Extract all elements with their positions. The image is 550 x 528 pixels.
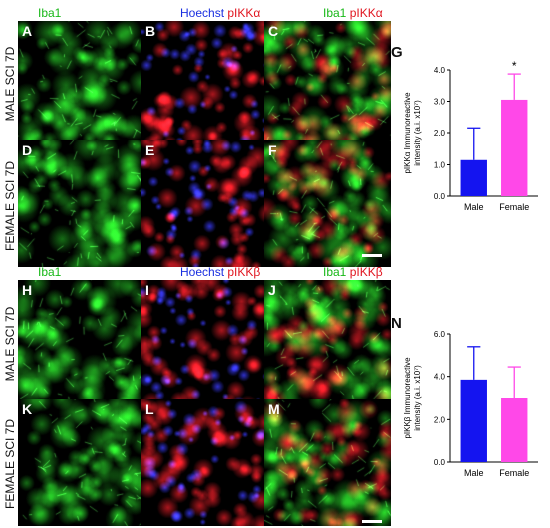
panel-label-m: M: [268, 401, 280, 417]
bar-male: [460, 159, 487, 196]
y-tick-label: 3.0: [434, 98, 446, 107]
panel-label-j: J: [268, 282, 276, 298]
micrograph-panel-e: E: [141, 140, 268, 267]
header-iba1-label: Iba1: [38, 6, 62, 20]
y-tick-label: 0.0: [434, 192, 446, 201]
y-tick-label: 2.0: [434, 415, 446, 424]
panel-label-c: C: [268, 23, 279, 39]
header-col3-bottom: Iba1 pIKKβ: [323, 265, 383, 279]
header-col2-top: Hoechst pIKKα: [180, 6, 260, 20]
bar-male: [460, 379, 487, 462]
panel-label-d: D: [22, 142, 33, 158]
y-axis-label: pIKKα Immunoreactiveintensity (a.i. x10⁷…: [403, 92, 422, 174]
panel-label-i: I: [145, 282, 149, 298]
panel-label-f: F: [268, 142, 277, 158]
chart-n: pIKKβ Immunoreactiveintensity (a.i. x10⁷…: [403, 330, 538, 478]
header-iba1-label: Iba1: [323, 265, 347, 279]
x-tick-label-male: Male: [464, 468, 484, 478]
chart-label-n: N: [391, 315, 402, 332]
header-iba1-label: Iba1: [323, 6, 347, 20]
header-iba1-label: Iba1: [38, 265, 62, 279]
header-col2-bottom: Hoechst pIKKβ: [180, 265, 260, 279]
micrograph-panel-l: L: [141, 399, 268, 526]
panel-label-a: A: [22, 23, 33, 39]
header-col1-bottom: Iba1: [38, 265, 61, 279]
scale-bar: [362, 254, 382, 257]
header-hoechst-label: Hoechst: [180, 265, 225, 279]
micrograph-panel-b: B: [141, 21, 268, 148]
x-tick-label-female: Female: [499, 468, 529, 478]
micrograph-panel-m: M: [264, 399, 391, 526]
micrograph-panel-a: A: [18, 21, 145, 148]
header-col3-top: Iba1 pIKKα: [323, 6, 383, 20]
micrograph-panel-c: C: [264, 21, 391, 148]
y-axis-label: pIKKβ Immunoreactiveintensity (a.i. x10⁷…: [403, 357, 422, 439]
header-marker-label: pIKKα: [349, 6, 383, 20]
bar-female: [501, 99, 528, 196]
bar-female: [501, 398, 528, 462]
header-marker-label: pIKKβ: [349, 265, 383, 279]
chart-g: pIKKα Immunoreactiveintensity (a.i. x10⁷…: [403, 59, 538, 212]
y-tick-label: 6.0: [434, 330, 446, 339]
panel-label-l: L: [145, 401, 154, 417]
y-tick-label: 2.0: [434, 129, 446, 138]
chart-label-g: G: [391, 44, 403, 61]
y-tick-label: 1.0: [434, 161, 446, 170]
significance-annotation: *: [512, 59, 517, 73]
panel-label-k: K: [22, 401, 33, 417]
header-marker-label: pIKKβ: [227, 265, 261, 279]
micrograph-panel-f: F: [264, 140, 391, 267]
micrograph-panel-j: J: [264, 280, 391, 407]
panel-label-e: E: [145, 142, 155, 158]
micrograph-panel-k: K: [18, 399, 145, 526]
scale-bar: [362, 520, 382, 523]
panel-label-b: B: [145, 23, 156, 39]
header-marker-label: pIKKα: [227, 6, 261, 20]
y-tick-label: 0.0: [434, 458, 446, 467]
micrograph-panel-d: D: [18, 140, 145, 267]
header-hoechst-label: Hoechst: [180, 6, 225, 20]
micrograph-panel-h: H: [18, 280, 145, 407]
header-col1-top: Iba1: [38, 6, 61, 20]
y-tick-label: 4.0: [434, 66, 446, 75]
panel-label-h: H: [22, 282, 33, 298]
y-tick-label: 4.0: [434, 373, 446, 382]
x-tick-label-female: Female: [499, 202, 529, 212]
micrograph-panel-i: I: [141, 280, 268, 407]
x-tick-label-male: Male: [464, 202, 484, 212]
